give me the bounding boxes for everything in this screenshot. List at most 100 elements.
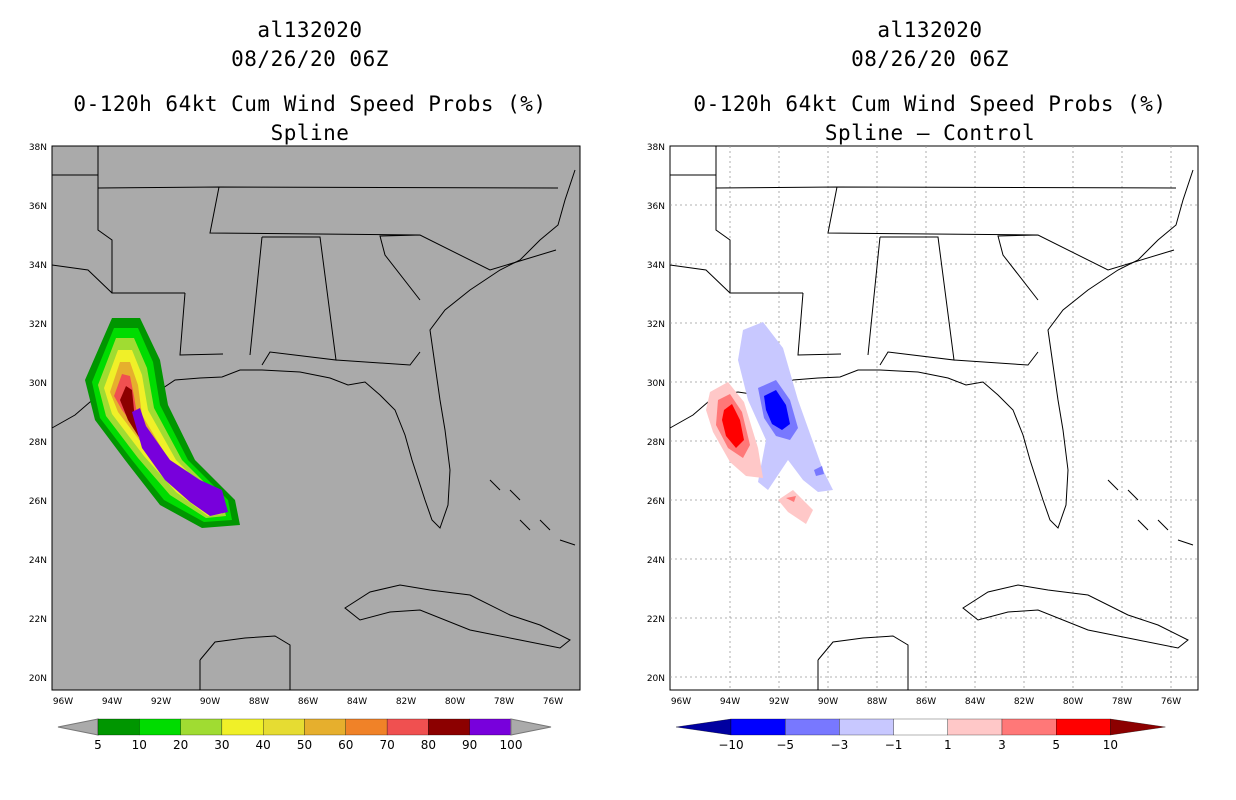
left-lat-label: 20N (29, 674, 47, 684)
right-lon-label: 80W (1063, 697, 1083, 707)
right-lon-label: 96W (671, 697, 691, 707)
right-lon-label: 94W (720, 697, 740, 707)
right-lat-label: 38N (647, 143, 665, 153)
right-legend-label: −10 (718, 738, 743, 752)
left-lat-label: 38N (29, 143, 47, 153)
right-lat-label: 20N (647, 674, 665, 684)
right-legend: −10 −5 −3 −1 1 3 5 10 (675, 718, 1166, 752)
right-legend-label: 10 (1103, 738, 1118, 752)
left-lon-label: 86W (298, 697, 318, 707)
left-legend-swatch (139, 718, 181, 736)
left-legend-label: 70 (379, 738, 394, 752)
right-lon-label: 86W (916, 697, 936, 707)
right-legend-swatch (785, 718, 840, 736)
right-map-outline (669, 146, 1194, 690)
right-lat-label: 22N (647, 615, 665, 625)
left-legend-label: 40 (256, 738, 271, 752)
left-lon-label: 82W (396, 697, 416, 707)
left-lon-label: 76W (543, 697, 563, 707)
right-lon-label: 84W (965, 697, 985, 707)
left-legend-swatch (263, 718, 305, 736)
left-map: 38N 36N 34N 32N 30N 28N 26N 24N 22N 20N 96W 94W 92W… (29, 143, 581, 752)
left-legend-label: 90 (462, 738, 477, 752)
right-difference-contours (706, 322, 833, 524)
left-lat-label: 30N (29, 379, 47, 389)
left-legend-swatch (386, 718, 429, 736)
left-lon-label: 94W (102, 697, 122, 707)
left-legend-swatch (428, 718, 470, 736)
left-legend: 5 10 20 30 40 50 60 70 80 90 100 (57, 718, 552, 752)
right-map: 38N 36N 34N 32N 30N 28N 26N 24N 22N 20N 96W 94W 92W… (647, 143, 1199, 752)
right-map-background (669, 145, 1199, 691)
left-legend-swatch (345, 718, 388, 736)
left-lon-label: 92W (151, 697, 171, 707)
left-panel-title: al132020 08/26/20 06Z 0-120h 64kt Cum Wi… (40, 16, 580, 148)
left-lat-labels: 38N 36N 34N 32N 30N 28N 26N 24N 22N 20N (29, 143, 56, 684)
left-subtitle: Spline (270, 121, 350, 145)
right-lat-label: 28N (647, 438, 665, 448)
right-legend-arrow-low (675, 718, 732, 736)
right-lon-label: 88W (867, 697, 887, 707)
left-legend-label: 80 (421, 738, 436, 752)
right-legend-label: −1 (885, 738, 903, 752)
left-legend-arrow-low (57, 718, 99, 736)
left-lat-label: 24N (29, 556, 47, 566)
right-lon-label: 82W (1014, 697, 1034, 707)
right-legend-label: −3 (831, 738, 849, 752)
left-legend-label: 60 (338, 738, 353, 752)
left-lat-label: 32N (29, 320, 47, 330)
left-legend-swatch (304, 718, 346, 736)
left-lat-label: 36N (29, 202, 47, 212)
right-storm-id: al132020 (877, 18, 983, 42)
right-legend-swatch (893, 718, 948, 736)
right-lon-labels: 96W 94W 92W 90W 88W 86W 84W 82W 80W 78W 76W (671, 686, 1181, 707)
right-legend-label: 5 (1052, 738, 1060, 752)
left-lon-label: 90W (200, 697, 220, 707)
left-datetime: 08/26/20 06Z (231, 47, 389, 71)
left-lat-label: 22N (29, 615, 47, 625)
right-lon-label: 76W (1161, 697, 1181, 707)
right-legend-swatch (1001, 718, 1057, 736)
right-legend-swatch (947, 718, 1003, 736)
left-lat-label: 26N (29, 497, 47, 507)
left-legend-swatch (469, 718, 512, 736)
left-legend-label: 30 (214, 738, 229, 752)
right-subtitle: Spline – Control (824, 121, 1036, 145)
right-lat-label: 36N (647, 202, 665, 212)
left-lat-label: 34N (29, 261, 47, 271)
right-legend-label: 1 (944, 738, 952, 752)
right-panel-title: al132020 08/26/20 06Z 0-120h 64kt Cum Wi… (660, 16, 1200, 148)
right-lon-label: 78W (1112, 697, 1132, 707)
left-legend-label: 50 (297, 738, 312, 752)
left-legend-label: 100 (500, 738, 523, 752)
right-legend-swatch (839, 718, 894, 736)
left-legend-arrow-high (510, 718, 552, 736)
left-lat-label: 28N (29, 438, 47, 448)
left-legend-swatch (180, 718, 223, 736)
right-lat-label: 24N (647, 556, 665, 566)
right-lat-label: 30N (647, 379, 665, 389)
right-legend-arrow-high (1110, 718, 1166, 736)
left-legend-label: 5 (94, 738, 102, 752)
right-lon-label: 92W (769, 697, 789, 707)
right-datetime: 08/26/20 06Z (851, 47, 1009, 71)
left-lon-label: 78W (494, 697, 514, 707)
left-product: 0-120h 64kt Cum Wind Speed Probs (%) (73, 92, 547, 116)
left-probability-swath (85, 318, 240, 528)
right-lat-label: 32N (647, 320, 665, 330)
left-lon-label: 84W (347, 697, 367, 707)
left-legend-swatch (221, 718, 264, 736)
left-storm-id: al132020 (257, 18, 363, 42)
right-legend-swatch (1056, 718, 1111, 736)
right-lon-label: 90W (818, 697, 838, 707)
left-lon-label: 80W (445, 697, 465, 707)
left-legend-label: 10 (132, 738, 147, 752)
right-lat-label: 26N (647, 497, 665, 507)
right-lat-label: 34N (647, 261, 665, 271)
left-lon-label: 88W (249, 697, 269, 707)
right-legend-label: 3 (998, 738, 1006, 752)
right-legend-swatch (730, 718, 786, 736)
left-lon-label: 96W (53, 697, 73, 707)
left-legend-label: 20 (173, 738, 188, 752)
left-legend-swatch (97, 718, 140, 736)
